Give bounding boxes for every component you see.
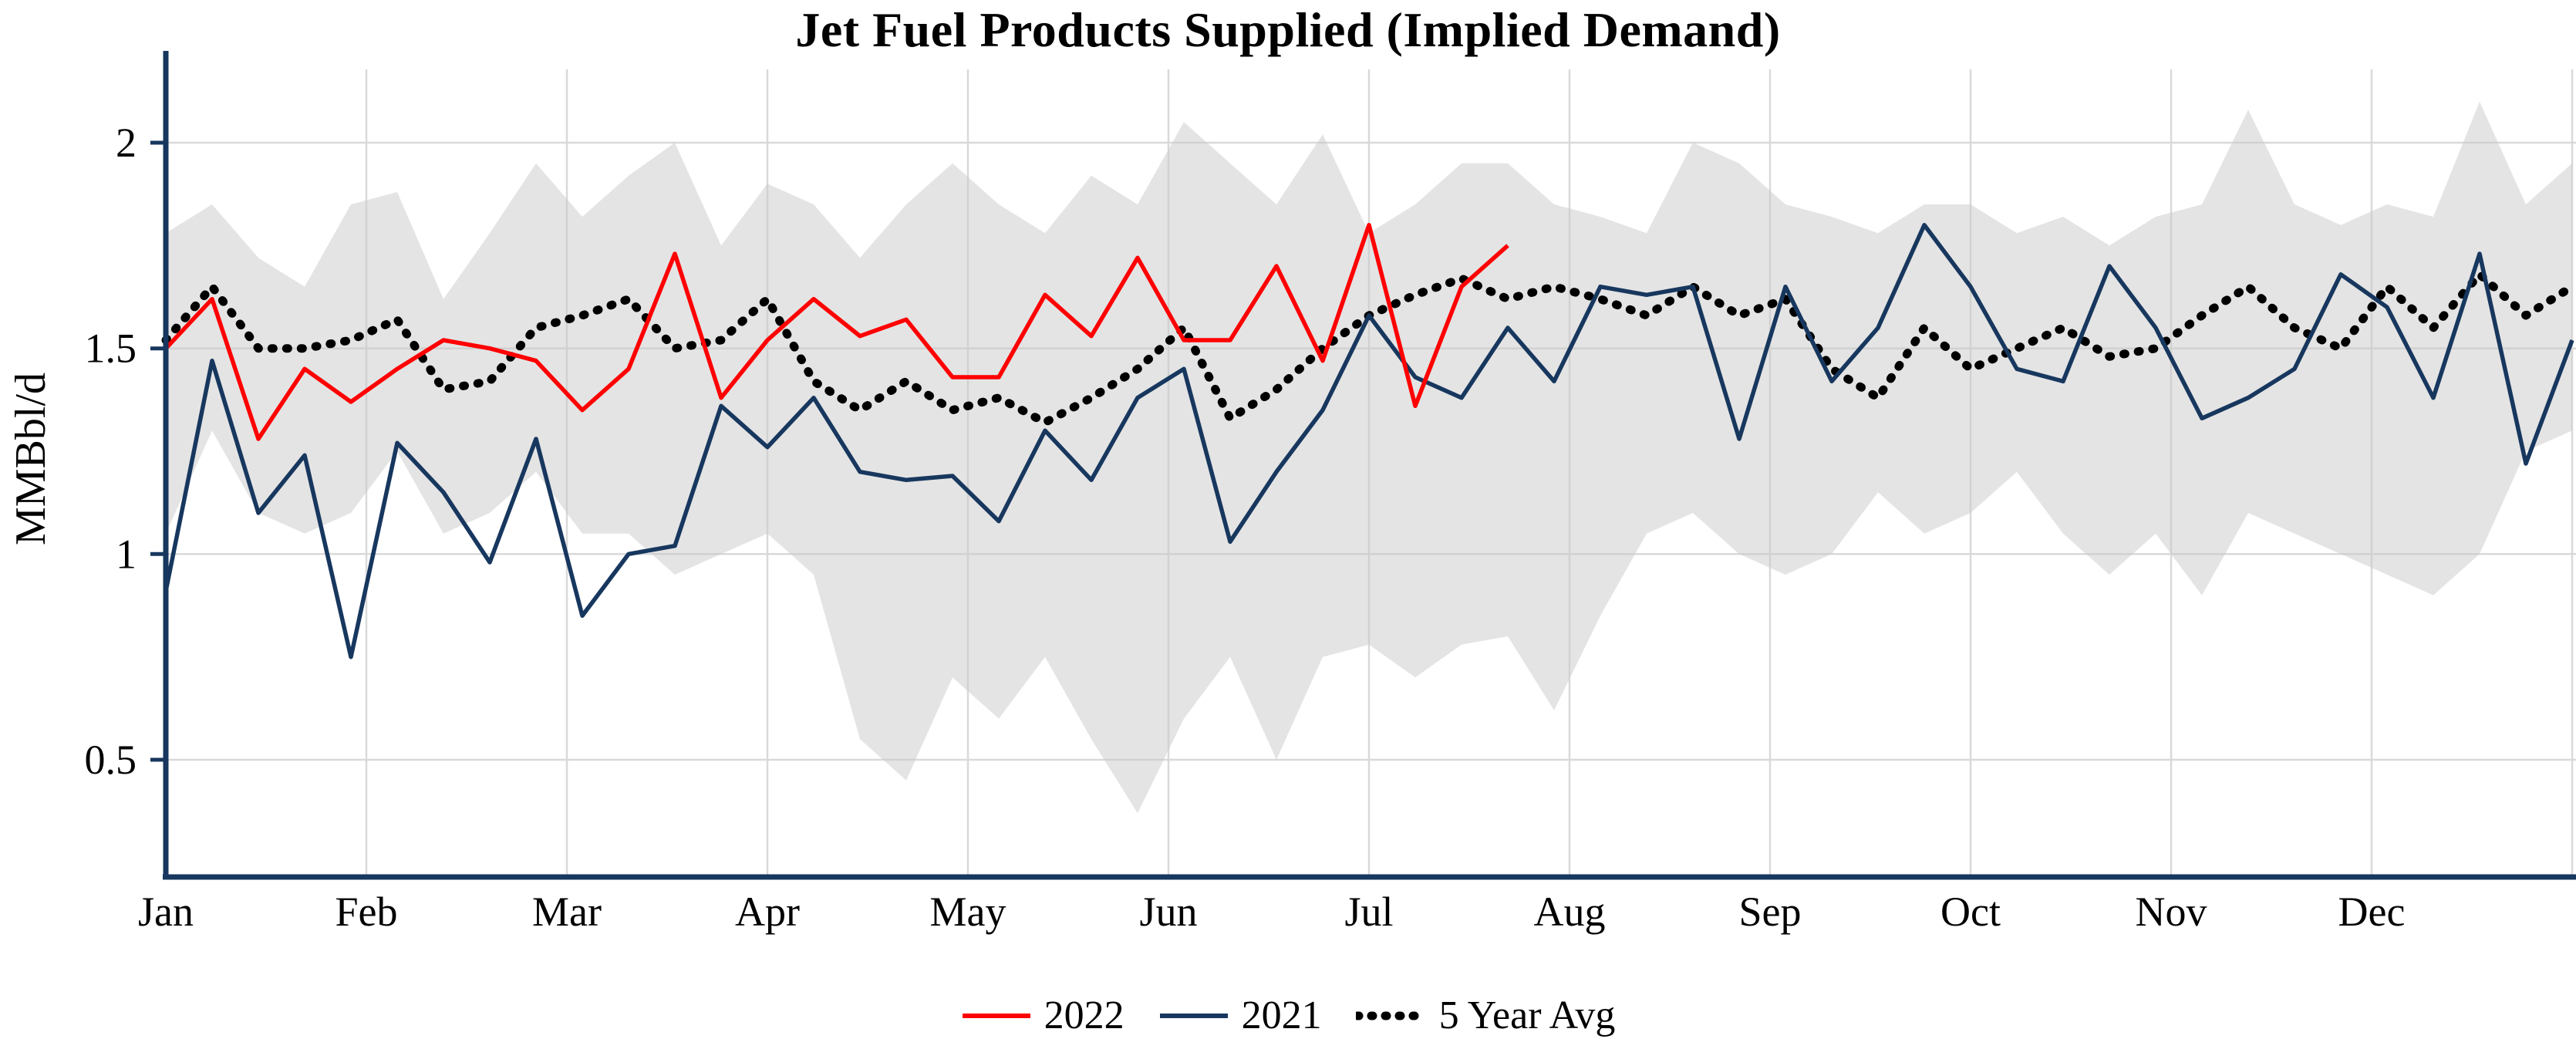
x-tick-label: Aug [1534, 889, 1606, 935]
y-tick-label: 0.5 [85, 737, 137, 783]
legend-swatch-2021 [1159, 1013, 1228, 1018]
legend-item-2022: 2022 [961, 993, 1124, 1038]
chart-title: Jet Fuel Products Supplied (Implied Dema… [795, 2, 1781, 57]
x-tick-label: Jul [1344, 889, 1393, 935]
x-tick-label: Apr [735, 889, 800, 935]
legend: 2022 2021 5 Year Avg [0, 993, 2576, 1038]
x-tick-label: Dec [2338, 889, 2406, 935]
x-tick-label: Jan [138, 889, 194, 935]
legend-item-2021: 2021 [1158, 993, 1322, 1038]
x-tick-label: Mar [532, 889, 602, 935]
x-tick-label: Sep [1739, 889, 1802, 935]
legend-swatch-2022 [962, 1013, 1030, 1018]
legend-label-2022: 2022 [1044, 993, 1124, 1037]
x-tick-label: Jun [1139, 889, 1197, 935]
series-2022-line [164, 222, 1509, 441]
five-year-range-band [166, 101, 2572, 814]
legend-label-5-year-avg: 5 Year Avg [1438, 993, 1616, 1037]
y-tick-label: 1.5 [85, 325, 137, 372]
y-tick-label: 2 [116, 120, 137, 166]
legend-swatch-5-year-avg [1355, 1011, 1427, 1020]
legend-item-5-year-avg: 5 Year Avg [1355, 993, 1616, 1038]
y-tick-label: 1 [116, 531, 137, 577]
series-2021-line [164, 222, 2574, 659]
x-tick-label: May [930, 889, 1006, 935]
x-tick-label: Oct [1940, 889, 2001, 935]
x-tick-label: Nov [2136, 889, 2207, 935]
legend-label-2021: 2021 [1241, 993, 1322, 1037]
x-tick-label: Feb [335, 889, 398, 935]
